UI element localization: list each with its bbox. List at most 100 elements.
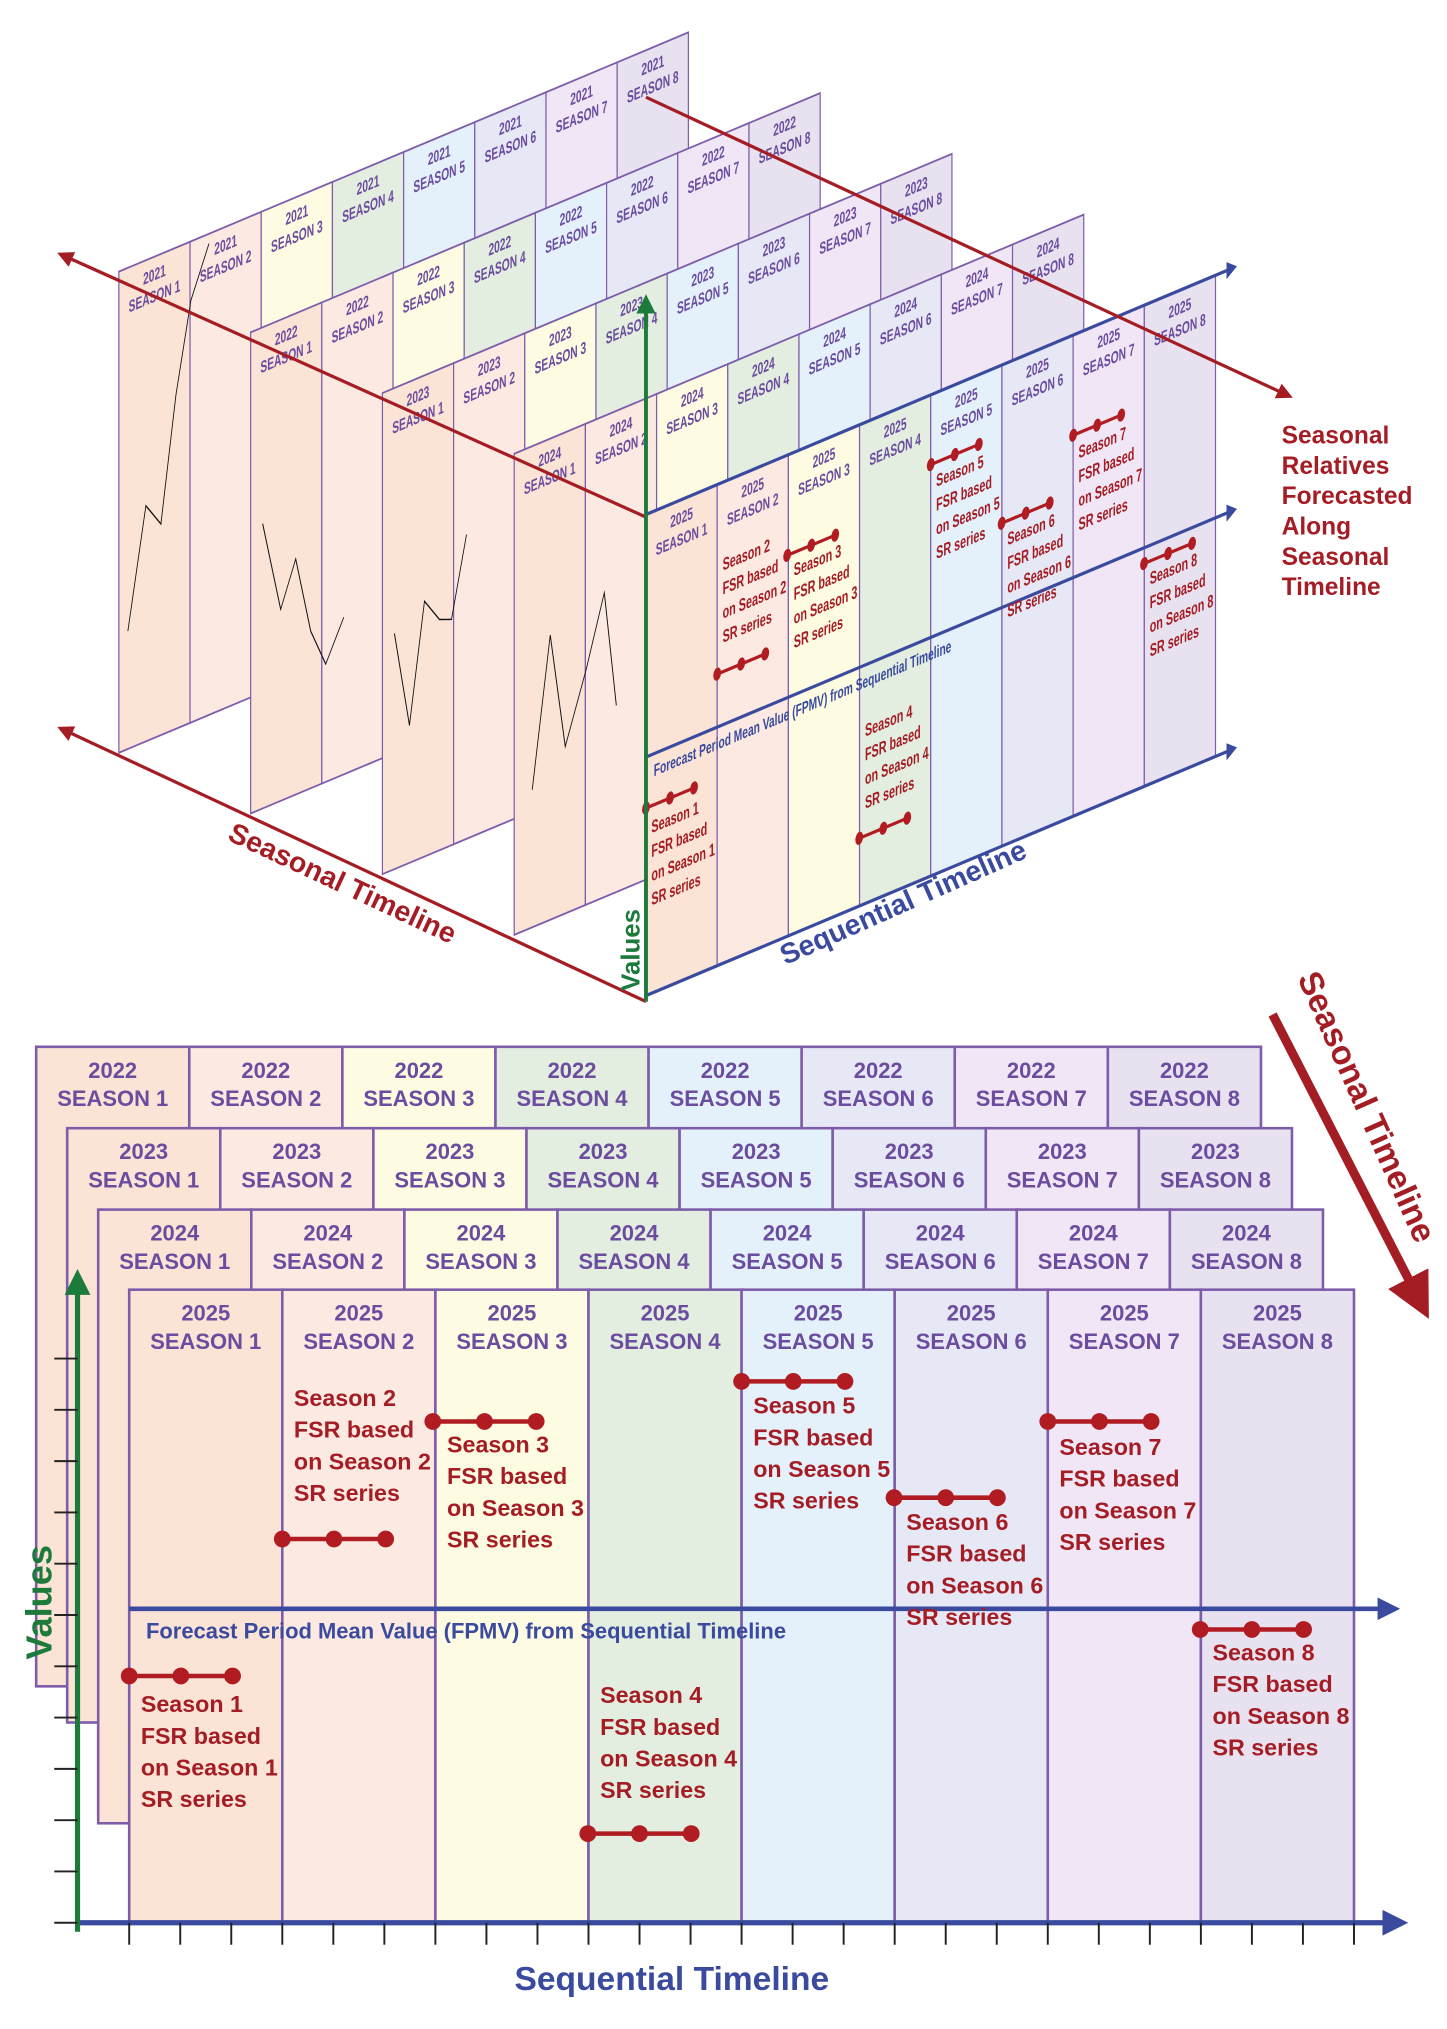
fpmv-line	[645, 504, 1237, 759]
panel-year: 2023	[1191, 1139, 1240, 1164]
side-note: Seasonal	[1282, 422, 1390, 449]
panel-season: SEASON 2	[210, 1086, 321, 1111]
history-line	[393, 534, 467, 726]
fsr-label: Season 2	[294, 1385, 396, 1411]
panel-year: 2023	[732, 1139, 781, 1164]
fsr-dot	[879, 821, 888, 835]
panel-season: SEASON 6	[823, 1086, 934, 1111]
panel-label: 2023 SEASON 4	[548, 1139, 660, 1192]
fsr-dot	[997, 516, 1006, 530]
fsr-dot	[831, 528, 840, 542]
fsr-label: SR series	[1213, 1734, 1319, 1760]
fsr-dot	[855, 831, 864, 845]
fsr-dot	[974, 437, 983, 452]
fsr-dot	[1164, 546, 1172, 561]
panel-season: SEASON 7	[1007, 1168, 1118, 1193]
panel-season: SEASON 4	[517, 1086, 629, 1111]
fpmv-label: Forecast Period Mean Value (FPMV) from S…	[146, 1619, 786, 1644]
panel-label: 2022 SEASON 5	[670, 1058, 781, 1111]
fsr-label: Season 7	[1059, 1434, 1161, 1460]
panel-label: 2025 SEASON 7	[1069, 1301, 1180, 1354]
sequential-arrow	[645, 262, 1237, 517]
fsr-dot	[1069, 428, 1078, 442]
panel-year: 2024	[916, 1221, 966, 1246]
panel-label: 2023 SEASON 6	[854, 1139, 965, 1192]
fsr-dot	[1243, 1621, 1261, 1638]
fsr-label: SR series	[1059, 1529, 1165, 1555]
fsr-label: FSR based	[753, 1424, 873, 1450]
panel-label: 2024 SEASON 3	[425, 1221, 536, 1274]
season-panel	[281, 1288, 437, 1925]
panel-year: 2025	[181, 1301, 230, 1326]
fsr-dot	[1091, 1413, 1108, 1430]
panel-season: SEASON 2	[272, 1249, 383, 1274]
panel-year: 2025	[1100, 1301, 1149, 1326]
fsr-dot	[761, 647, 770, 661]
sequential-axis-label: Sequential Timeline	[514, 1961, 829, 1998]
fsr-label: on Season 4	[600, 1745, 737, 1771]
panel-label: 2023 SEASON 1	[88, 1139, 199, 1192]
fsr-label: SR series	[600, 1777, 706, 1803]
panel-season: SEASON 1	[57, 1086, 168, 1111]
panel-year: 2024	[763, 1221, 813, 1246]
fsr-dot	[1142, 1413, 1160, 1430]
season-panel	[513, 422, 586, 937]
panel-season: SEASON 3	[425, 1249, 536, 1274]
panel-season: SEASON 5	[670, 1086, 781, 1111]
panel-year: 2023	[119, 1139, 168, 1164]
panel-season: SEASON 5	[732, 1249, 843, 1274]
fsr-label: Season 1	[141, 1691, 243, 1717]
fsr-dot	[1117, 408, 1126, 422]
fsr-dot	[733, 1373, 750, 1390]
fsr-dot	[172, 1667, 190, 1685]
season-panel	[1143, 274, 1217, 788]
panel-year: 2022	[394, 1058, 443, 1083]
panel-year: 2024	[150, 1221, 200, 1246]
panel-year: 2023	[272, 1139, 321, 1164]
fsr-label: Season 5	[753, 1393, 855, 1419]
panel-season: SEASON 1	[150, 1329, 261, 1354]
panel-year: 2022	[241, 1058, 290, 1083]
season-panel	[127, 1288, 284, 1925]
fsr-dot	[424, 1413, 442, 1430]
panel-year: 2025	[488, 1301, 537, 1326]
fsr-dot	[120, 1667, 138, 1685]
panel-season: SEASON 5	[763, 1329, 874, 1354]
fsr-dot	[1093, 418, 1102, 432]
panel-label: 2024 SEASON 1	[119, 1221, 230, 1274]
fsr-dot	[273, 1530, 291, 1548]
fsr-dot	[713, 667, 722, 681]
panel-year: 2025	[334, 1301, 383, 1326]
panel-year: 2022	[701, 1058, 750, 1083]
panel-season: SEASON 2	[241, 1168, 352, 1193]
fsr-label: FSR based	[906, 1541, 1026, 1567]
panel-label: 2025 SEASON 5	[763, 1301, 874, 1354]
fsr-dot	[988, 1489, 1006, 1507]
panel-year: 2024	[610, 1221, 660, 1246]
fsr-dot	[950, 447, 959, 462]
values-axis-label: Values	[618, 909, 646, 991]
panel-year: 2023	[426, 1139, 475, 1164]
history-line	[531, 589, 617, 790]
panel-label: 2025 SEASON 3	[456, 1301, 567, 1354]
season-panel	[118, 240, 191, 754]
panel-season: SEASON 6	[916, 1329, 1027, 1354]
panel-season: SEASON 7	[1038, 1249, 1149, 1274]
fsr-label: SR series	[141, 1786, 247, 1812]
fsr-dot	[784, 1373, 802, 1390]
panel-label: 2022 SEASON 2	[210, 1058, 321, 1111]
fsr-dot	[579, 1825, 597, 1843]
panel-label: 2022 SEASON 3	[363, 1058, 474, 1111]
panel-year: 2024	[303, 1221, 353, 1246]
season-panel	[587, 1288, 743, 1925]
fsr-label: SR series	[447, 1526, 553, 1552]
panel-season: SEASON 8	[1191, 1249, 1302, 1274]
seasonal-arrow	[57, 252, 647, 519]
fsr-dot	[1039, 1413, 1057, 1430]
panel-year: 2025	[947, 1301, 996, 1326]
panel-season: SEASON 2	[303, 1329, 414, 1354]
side-note: Forecasted	[1282, 483, 1413, 510]
fsr-label: FSR based	[294, 1417, 414, 1443]
